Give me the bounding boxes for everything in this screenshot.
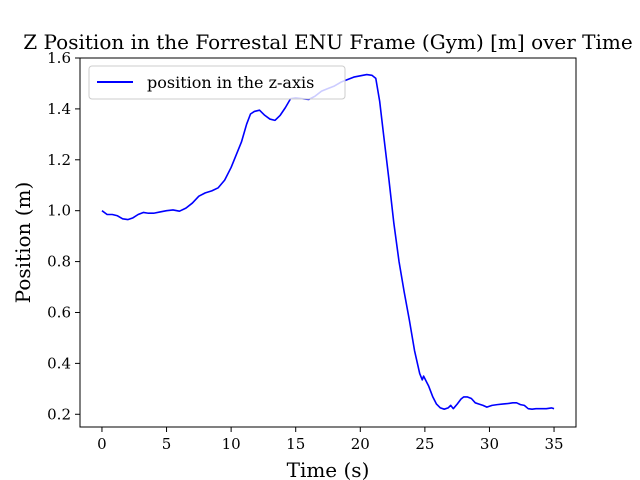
y-tick-label: 1.6 xyxy=(47,49,71,67)
x-tick-label: 0 xyxy=(97,435,107,453)
y-tick-label: 0.4 xyxy=(47,354,71,372)
x-tick-label: 5 xyxy=(162,435,172,453)
series-layer xyxy=(101,73,555,410)
y-tick-label: 0.2 xyxy=(47,405,71,423)
y-tick-label: 1.2 xyxy=(47,151,71,169)
y-tick-label: 0.8 xyxy=(47,253,71,271)
series-line-z-position xyxy=(101,73,555,410)
x-tick-label: 15 xyxy=(286,435,305,453)
y-tick-label: 1.0 xyxy=(47,202,71,220)
y-tick-label: 0.6 xyxy=(47,303,71,321)
x-axis-label: Time (s) xyxy=(287,458,370,480)
x-tick-label: 30 xyxy=(480,435,499,453)
x-tick-label: 10 xyxy=(222,435,241,453)
legend-box xyxy=(88,65,346,100)
legend: position in the z-axis xyxy=(88,65,346,100)
x-tick-label: 35 xyxy=(544,435,563,453)
plot-area xyxy=(80,58,576,427)
x-axis-ticks: 0 5 10 15 20 25 30 35 xyxy=(97,427,564,453)
y-axis-label: Position (m) xyxy=(11,182,35,304)
x-tick-label: 25 xyxy=(415,435,434,453)
legend-entry-label: position in the z-axis xyxy=(147,73,314,92)
y-axis-ticks: 0.2 0.4 0.6 0.8 1.0 1.2 1.4 1.6 xyxy=(47,49,80,423)
chart-title: Z Position in the Forrestal ENU Frame (G… xyxy=(23,30,632,54)
plot-frame xyxy=(79,57,577,428)
x-tick-label: 20 xyxy=(351,435,370,453)
y-tick-label: 1.4 xyxy=(47,100,71,118)
